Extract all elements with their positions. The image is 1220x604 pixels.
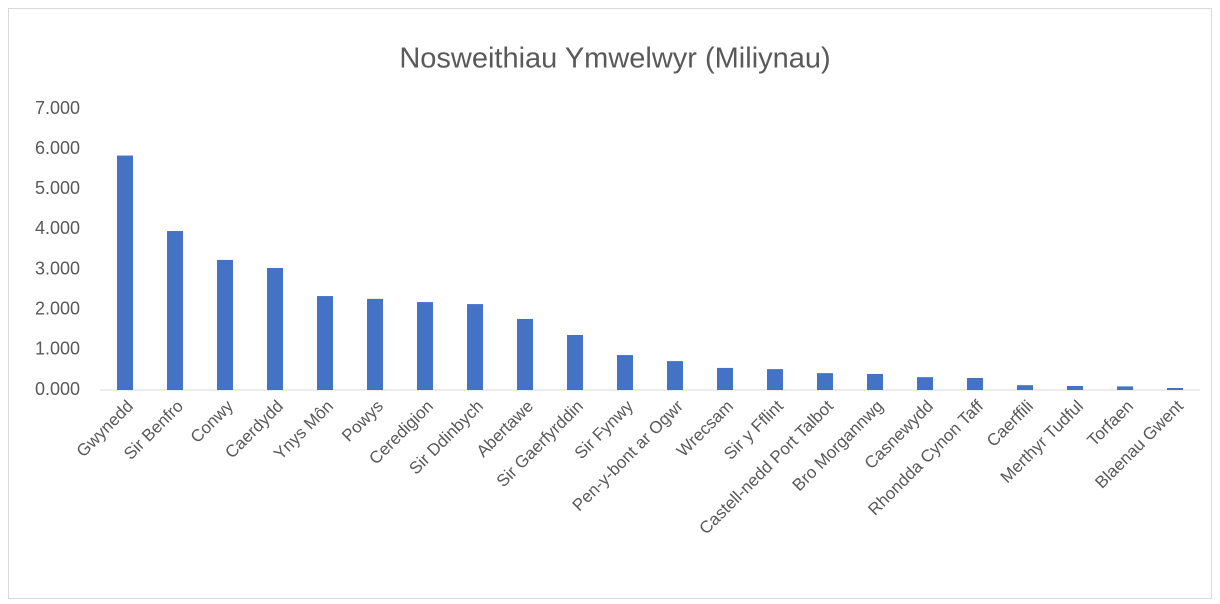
y-tick-label: 0.000 <box>35 379 80 399</box>
bar <box>317 296 333 390</box>
bar <box>167 231 183 390</box>
y-tick-label: 1.000 <box>35 339 80 359</box>
bar <box>867 373 883 390</box>
bar <box>217 259 233 390</box>
bar <box>1067 385 1083 390</box>
bar <box>717 367 733 390</box>
y-tick-label: 2.000 <box>35 298 80 318</box>
bar <box>117 155 133 390</box>
y-tick-label: 7.000 <box>35 98 80 118</box>
chart-frame <box>8 8 1212 599</box>
bar <box>917 377 933 390</box>
bar <box>967 377 983 390</box>
bar <box>817 373 833 390</box>
bar <box>1017 385 1033 390</box>
y-tick-label: 3.000 <box>35 258 80 278</box>
bar <box>517 318 533 390</box>
bar <box>567 335 583 390</box>
bar <box>367 298 383 390</box>
bar <box>417 302 433 390</box>
bar <box>767 369 783 390</box>
y-tick-label: 4.000 <box>35 218 80 238</box>
bar <box>617 355 633 390</box>
bar <box>467 304 483 390</box>
chart-title: Nosweithiau Ymwelwyr (Miliynau) <box>399 43 830 75</box>
bar <box>667 361 683 390</box>
bar <box>1117 386 1133 390</box>
y-tick-label: 5.000 <box>35 178 80 198</box>
y-tick-label: 6.000 <box>35 138 80 158</box>
bar <box>1167 387 1183 390</box>
bar <box>267 267 283 390</box>
